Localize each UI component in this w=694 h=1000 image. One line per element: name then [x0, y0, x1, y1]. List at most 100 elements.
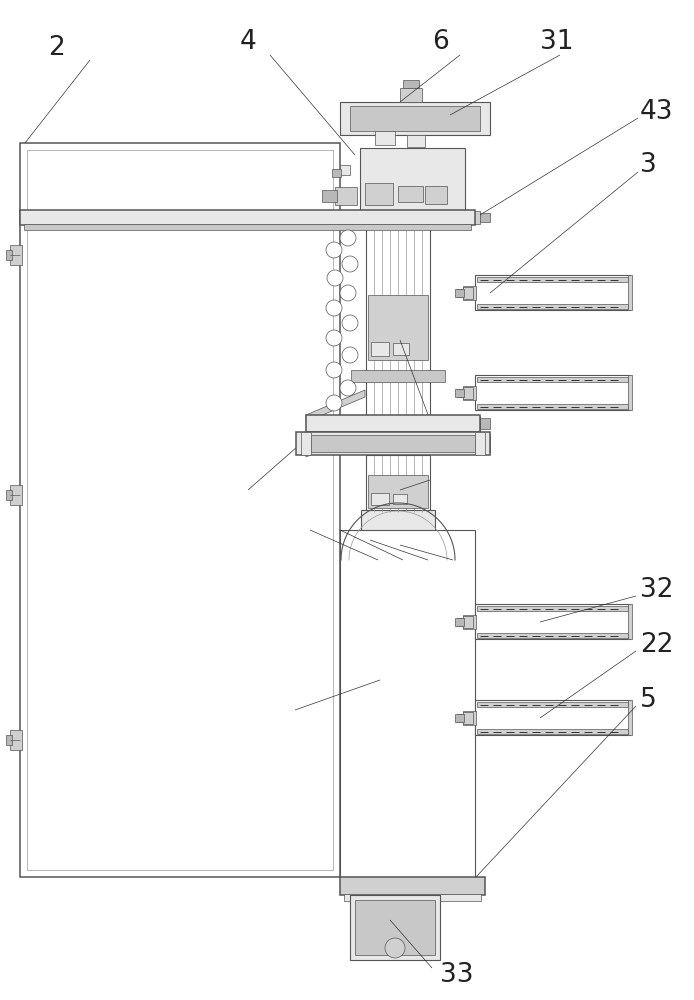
Circle shape	[327, 270, 343, 286]
Bar	[475, 700, 630, 735]
Bar	[466, 433, 480, 454]
Text: 22: 22	[640, 632, 673, 658]
Bar	[393, 494, 407, 504]
Bar	[310, 431, 476, 437]
Text: 2: 2	[48, 35, 65, 61]
Bar	[24, 224, 471, 230]
Bar	[27, 150, 333, 870]
Circle shape	[342, 315, 358, 331]
Bar	[457, 714, 464, 722]
Bar	[628, 275, 632, 310]
Bar	[455, 289, 464, 297]
Bar	[340, 102, 490, 135]
Bar	[366, 455, 430, 512]
Bar	[10, 485, 22, 505]
Text: 3: 3	[640, 152, 657, 178]
Bar	[394, 895, 410, 909]
Bar	[360, 148, 465, 210]
Circle shape	[340, 285, 356, 301]
Circle shape	[326, 362, 342, 378]
Bar	[396, 907, 408, 917]
Bar	[466, 416, 480, 431]
Bar	[340, 165, 350, 175]
Bar	[455, 389, 464, 397]
Polygon shape	[306, 425, 365, 457]
Bar	[20, 143, 340, 877]
Bar	[477, 377, 628, 382]
Bar	[311, 435, 475, 452]
Bar	[296, 432, 490, 455]
Text: 5: 5	[640, 687, 657, 713]
Circle shape	[326, 330, 342, 346]
Bar	[340, 877, 485, 895]
Bar	[463, 387, 473, 399]
Bar	[335, 187, 357, 205]
Bar	[477, 633, 628, 638]
Bar	[355, 900, 435, 955]
Bar	[477, 277, 628, 282]
Bar	[475, 432, 485, 455]
Bar	[10, 245, 22, 265]
Bar	[364, 907, 376, 917]
Circle shape	[326, 242, 342, 258]
Bar	[6, 250, 12, 260]
Text: 4: 4	[240, 29, 257, 55]
Bar	[463, 287, 473, 299]
Bar	[477, 404, 628, 409]
Bar	[371, 493, 389, 505]
Bar	[6, 490, 12, 500]
Bar	[407, 135, 425, 147]
Bar	[480, 213, 490, 222]
Bar	[463, 286, 476, 300]
Bar	[477, 729, 628, 734]
Bar	[628, 604, 632, 639]
Bar	[361, 510, 435, 565]
Text: 43: 43	[640, 99, 673, 125]
Text: 33: 33	[440, 962, 473, 988]
Circle shape	[385, 938, 405, 958]
Bar	[477, 304, 628, 309]
Bar	[393, 343, 409, 355]
Bar	[463, 386, 476, 400]
Bar	[340, 530, 475, 877]
Bar	[455, 714, 464, 722]
Bar	[475, 604, 630, 639]
Bar	[368, 295, 428, 360]
Bar	[365, 183, 393, 205]
Bar	[350, 106, 480, 131]
Circle shape	[326, 395, 342, 411]
Bar	[306, 415, 480, 432]
Bar	[332, 169, 341, 177]
Bar	[344, 894, 481, 901]
Bar	[463, 712, 473, 724]
Text: 31: 31	[540, 29, 573, 55]
Bar	[475, 375, 630, 410]
Bar	[466, 211, 480, 224]
Bar	[351, 370, 445, 382]
Bar	[362, 895, 378, 909]
Bar	[425, 186, 447, 204]
Bar	[10, 730, 22, 750]
Bar	[463, 615, 476, 629]
Bar	[480, 435, 490, 452]
Bar	[368, 475, 428, 508]
Bar	[375, 131, 395, 145]
Bar	[350, 895, 440, 960]
Bar	[20, 210, 475, 225]
Bar	[628, 700, 632, 735]
Bar	[628, 375, 632, 410]
Bar	[366, 225, 430, 415]
Circle shape	[342, 347, 358, 363]
Text: 6: 6	[432, 29, 449, 55]
Bar	[480, 418, 490, 429]
Bar	[403, 80, 419, 88]
Bar	[475, 275, 630, 310]
Polygon shape	[306, 390, 365, 422]
Circle shape	[326, 300, 342, 316]
Bar	[463, 711, 476, 725]
Bar	[400, 88, 422, 102]
Bar	[398, 186, 423, 202]
Bar	[477, 702, 628, 707]
Circle shape	[340, 230, 356, 246]
Bar	[457, 618, 464, 626]
